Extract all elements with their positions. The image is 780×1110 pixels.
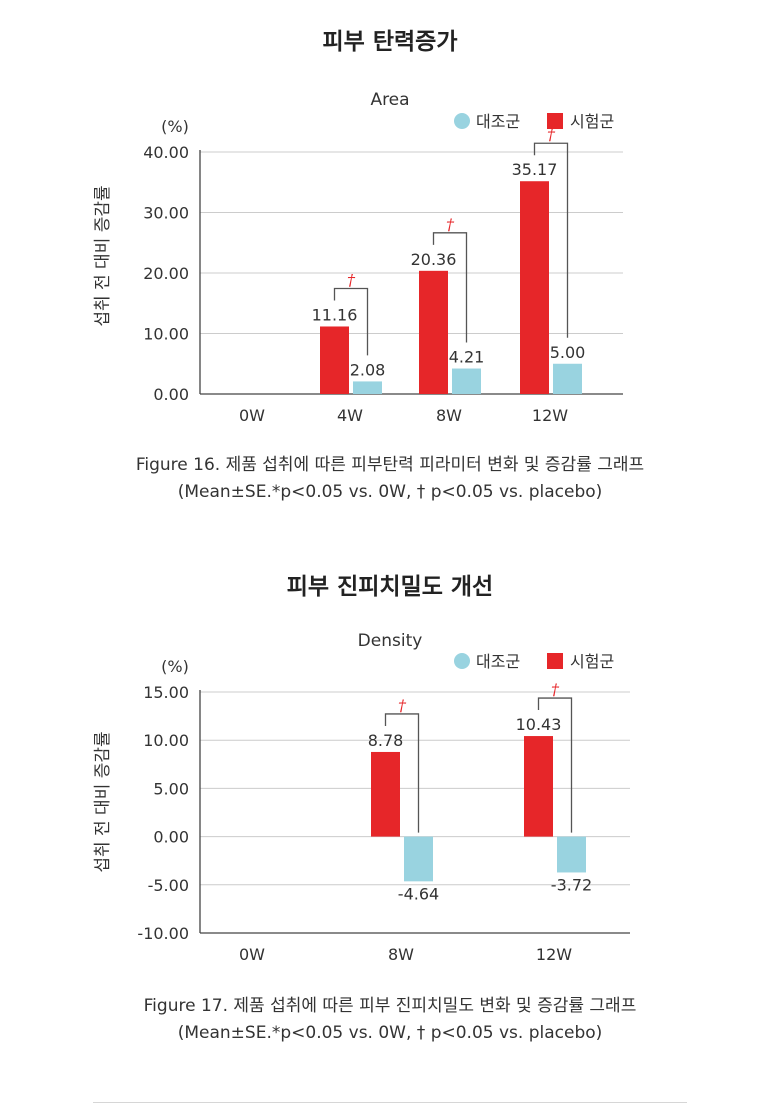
x-tick-label: 0W: [239, 406, 265, 425]
y-axis-label: 섭취 전 대비 증감률: [93, 185, 113, 326]
data-label-control: 2.08: [350, 360, 386, 379]
y-tick-label: 0.00: [153, 385, 189, 404]
y-tick-label: 15.00: [143, 683, 189, 702]
significance-bracket: [432, 232, 468, 343]
significance-bracket: [533, 142, 569, 338]
section-title: 피부 탄력증가: [322, 29, 458, 55]
x-tick-label: 12W: [536, 945, 572, 964]
figure-caption: Figure 16. 제품 섭취에 따른 피부탄력 피라미터 변화 및 증감률 …: [0, 452, 780, 506]
divider: [93, 1102, 687, 1103]
bar-treatment: [520, 181, 549, 394]
data-label-control: -4.64: [398, 884, 439, 903]
significance-bracket: [333, 287, 369, 356]
data-label-control: -3.72: [551, 875, 592, 894]
legend-swatch-control: [454, 113, 470, 129]
significance-bracket: [537, 697, 573, 833]
y-tick-label: -10.00: [137, 924, 189, 943]
y-tick-label: 20.00: [143, 264, 189, 283]
chart-title: Area: [370, 90, 409, 110]
bar-treatment: [320, 326, 349, 394]
x-tick-label: 12W: [532, 406, 568, 425]
x-tick-label: 8W: [436, 406, 462, 425]
legend-label-treatment: 시험군: [570, 652, 614, 671]
bar-treatment: [371, 751, 400, 837]
legend-swatch-control: [454, 653, 470, 669]
y-tick-label: -5.00: [148, 876, 189, 895]
significance-mark: †: [551, 680, 560, 699]
data-label-treatment: 10.43: [516, 715, 562, 734]
legend-swatch-treatment: [547, 653, 563, 669]
figure-caption: Figure 17. 제품 섭취에 따른 피부 진피치밀도 변화 및 증감률 그…: [0, 993, 780, 1047]
y-tick-label: 30.00: [143, 204, 189, 223]
y-tick-label: 5.00: [153, 779, 189, 798]
data-label-treatment: 8.78: [368, 731, 404, 750]
data-label-treatment: 35.17: [512, 160, 558, 179]
significance-mark: †: [446, 215, 455, 234]
significance-mark: †: [398, 696, 407, 715]
y-axis-label: 섭취 전 대비 증감률: [93, 731, 113, 872]
significance-bracket: [384, 713, 420, 833]
legend-label-control: 대조군: [476, 652, 520, 671]
bar-treatment: [524, 736, 553, 837]
x-tick-label: 4W: [337, 406, 363, 425]
data-label-treatment: 20.36: [411, 250, 457, 269]
legend-swatch-treatment: [547, 113, 563, 129]
data-label-control: 4.21: [449, 348, 485, 367]
unit-label: (%): [161, 117, 189, 136]
y-tick-label: 0.00: [153, 828, 189, 847]
bar-treatment: [419, 270, 448, 394]
bar-control: [553, 363, 582, 394]
caption-line-2: (Mean±SE.*p<0.05 vs. 0W, † p<0.05 vs. pl…: [177, 482, 603, 502]
bar-control: [452, 368, 481, 394]
bar-control: [557, 836, 586, 873]
chart-title: Density: [358, 631, 423, 651]
caption-line-1: Figure 17. 제품 섭취에 따른 피부 진피치밀도 변화 및 증감률 그…: [143, 996, 637, 1016]
significance-mark: †: [547, 125, 556, 144]
section-title: 피부 진피치밀도 개선: [286, 574, 494, 600]
legend-label-control: 대조군: [476, 112, 520, 131]
x-tick-label: 0W: [239, 945, 265, 964]
y-tick-label: 40.00: [143, 143, 189, 162]
caption-line-2: (Mean±SE.*p<0.05 vs. 0W, † p<0.05 vs. pl…: [177, 1023, 603, 1043]
x-tick-label: 8W: [388, 945, 414, 964]
y-tick-label: 10.00: [143, 325, 189, 344]
data-label-treatment: 11.16: [312, 305, 358, 324]
y-tick-label: 10.00: [143, 731, 189, 750]
unit-label: (%): [161, 657, 189, 676]
legend-label-treatment: 시험군: [570, 112, 614, 131]
bar-control: [404, 836, 433, 882]
caption-line-1: Figure 16. 제품 섭취에 따른 피부탄력 피라미터 변화 및 증감률 …: [135, 455, 645, 475]
significance-mark: †: [347, 270, 356, 289]
bar-control: [353, 381, 382, 394]
data-label-control: 5.00: [550, 343, 586, 362]
